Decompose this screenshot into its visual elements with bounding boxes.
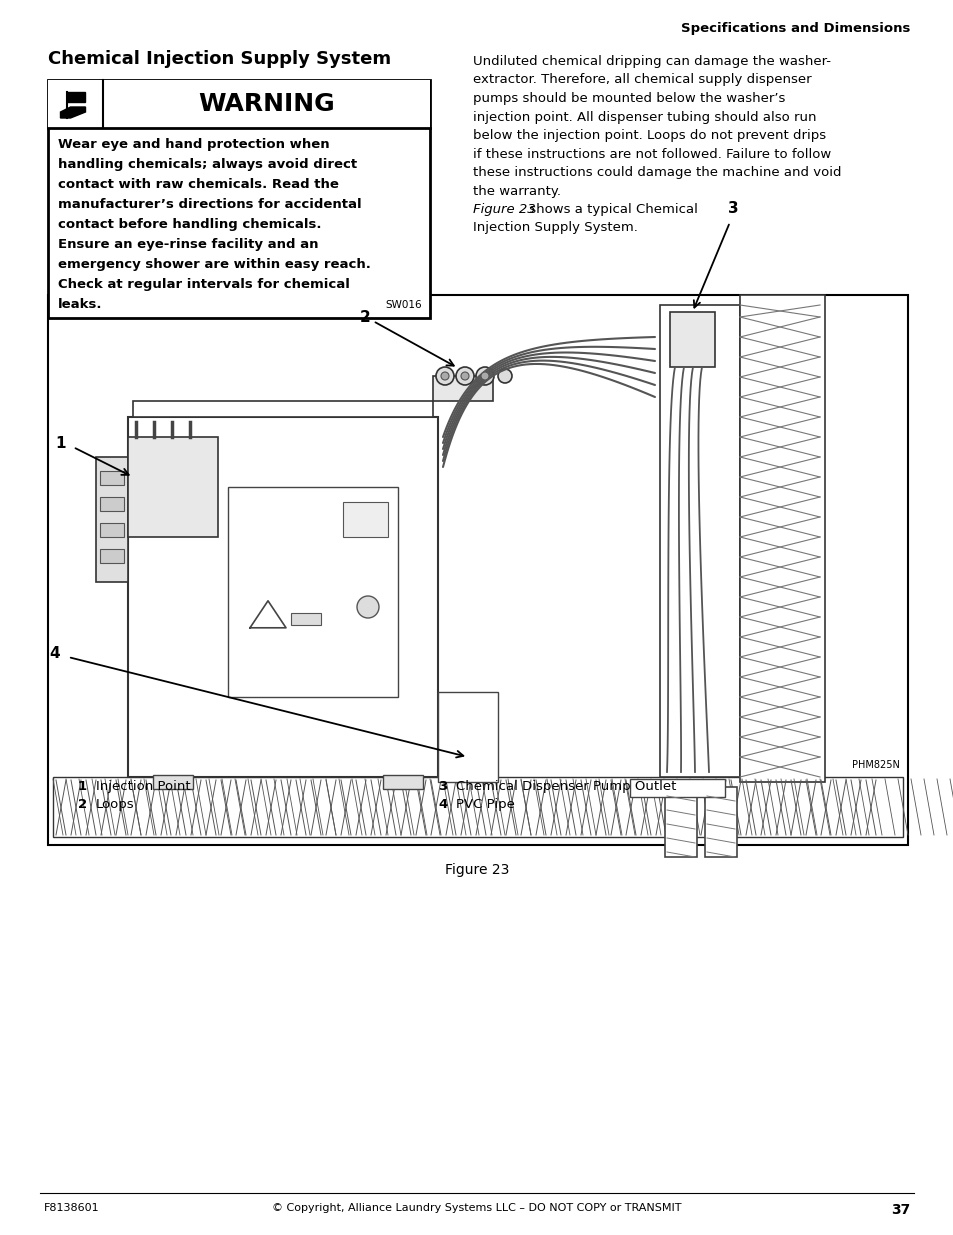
Text: 37: 37 <box>890 1203 909 1216</box>
Bar <box>437 692 497 782</box>
Circle shape <box>440 372 449 380</box>
Text: Figure 23: Figure 23 <box>444 863 509 877</box>
Bar <box>228 487 397 697</box>
Text: the warranty.: the warranty. <box>473 184 565 198</box>
Circle shape <box>460 372 469 380</box>
Bar <box>669 312 714 367</box>
Text: Injection Point: Injection Point <box>96 781 191 793</box>
Circle shape <box>356 597 378 618</box>
Circle shape <box>480 372 489 380</box>
Text: extractor. Therefore, all chemical supply dispenser: extractor. Therefore, all chemical suppl… <box>473 74 811 86</box>
Text: Ensure an eye-rinse facility and an: Ensure an eye-rinse facility and an <box>58 238 318 251</box>
Text: Loops: Loops <box>96 798 134 811</box>
Text: handling chemicals; always avoid direct: handling chemicals; always avoid direct <box>58 158 356 170</box>
Bar <box>128 417 437 777</box>
Text: WARNING: WARNING <box>198 91 335 116</box>
Circle shape <box>497 369 512 383</box>
Circle shape <box>456 367 474 385</box>
Text: © Copyright, Alliance Laundry Systems LLC – DO NOT COPY or TRANSMIT: © Copyright, Alliance Laundry Systems LL… <box>272 1203 681 1213</box>
Bar <box>100 550 124 563</box>
Bar <box>132 401 433 417</box>
Bar <box>48 295 907 845</box>
Text: F8138601: F8138601 <box>44 1203 99 1213</box>
Bar <box>629 779 724 797</box>
Bar <box>704 787 737 857</box>
Text: 3: 3 <box>437 781 447 793</box>
Text: below the injection point. Loops do not prevent drips: below the injection point. Loops do not … <box>473 128 825 142</box>
Text: injection point. All dispenser tubing should also run: injection point. All dispenser tubing sh… <box>473 110 816 124</box>
Bar <box>659 305 740 777</box>
Text: 3: 3 <box>727 201 738 216</box>
Bar <box>664 787 697 857</box>
Bar <box>382 776 422 789</box>
Circle shape <box>436 367 454 385</box>
Text: Chemical Dispenser Pump Outlet: Chemical Dispenser Pump Outlet <box>456 781 676 793</box>
Text: emergency shower are within easy reach.: emergency shower are within easy reach. <box>58 258 371 270</box>
Text: shows a typical Chemical: shows a typical Chemical <box>524 203 698 216</box>
Text: SW016: SW016 <box>385 300 421 310</box>
Text: if these instructions are not followed. Failure to follow: if these instructions are not followed. … <box>473 147 830 161</box>
Text: PHM825N: PHM825N <box>851 760 899 769</box>
Text: Chemical Injection Supply System: Chemical Injection Supply System <box>48 49 391 68</box>
Bar <box>128 437 218 537</box>
Text: Figure 23: Figure 23 <box>473 203 535 216</box>
Text: Undiluted chemical dripping can damage the washer-: Undiluted chemical dripping can damage t… <box>473 56 830 68</box>
Text: contact before handling chemicals.: contact before handling chemicals. <box>58 219 321 231</box>
Bar <box>152 776 193 789</box>
Text: contact with raw chemicals. Read the: contact with raw chemicals. Read the <box>58 178 338 191</box>
Text: Check at regular intervals for chemical: Check at regular intervals for chemical <box>58 278 350 291</box>
Bar <box>740 295 824 782</box>
Bar <box>291 613 320 625</box>
Text: 4: 4 <box>437 798 447 811</box>
Bar <box>100 522 124 537</box>
Bar <box>48 80 430 128</box>
Bar <box>53 777 902 837</box>
Text: 1: 1 <box>78 781 87 793</box>
Text: leaks.: leaks. <box>58 298 102 311</box>
Text: 2: 2 <box>360 310 371 326</box>
Bar <box>433 375 493 401</box>
Text: Injection Supply System.: Injection Supply System. <box>473 221 638 235</box>
Text: Wear eye and hand protection when: Wear eye and hand protection when <box>58 138 330 151</box>
Text: manufacturer’s directions for accidental: manufacturer’s directions for accidental <box>58 198 361 211</box>
Text: 4: 4 <box>50 646 60 662</box>
Text: PVC Pipe: PVC Pipe <box>456 798 515 811</box>
Text: 1: 1 <box>55 436 66 452</box>
Polygon shape <box>60 107 86 119</box>
Text: 2: 2 <box>78 798 87 811</box>
Bar <box>96 457 128 582</box>
Text: Specifications and Dimensions: Specifications and Dimensions <box>679 22 909 35</box>
Bar <box>100 471 124 485</box>
Bar <box>100 496 124 511</box>
Circle shape <box>476 367 494 385</box>
Text: these instructions could damage the machine and void: these instructions could damage the mach… <box>473 165 841 179</box>
Bar <box>48 80 430 317</box>
Bar <box>68 91 86 103</box>
Bar <box>343 501 388 537</box>
Text: pumps should be mounted below the washer’s: pumps should be mounted below the washer… <box>473 91 784 105</box>
